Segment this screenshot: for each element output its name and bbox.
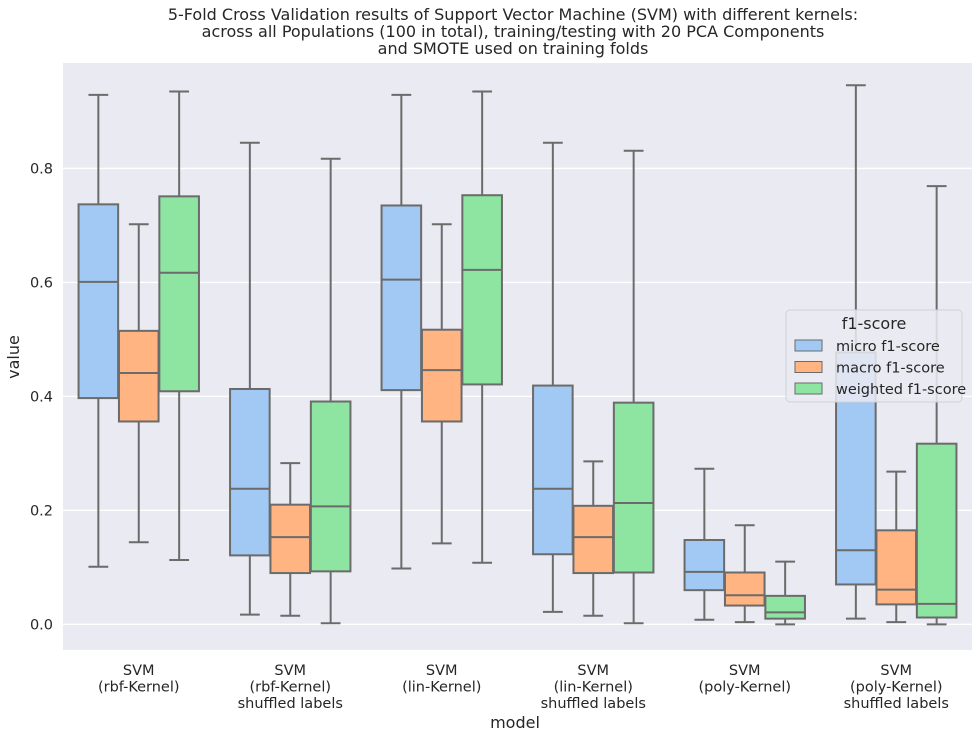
x-tick-label-3: SVM (lin-Kernel) shuffled labels: [541, 663, 646, 712]
box-1: [875, 529, 918, 606]
legend-title: f1-score: [842, 314, 907, 333]
x-tick-label-line: SVM: [577, 663, 609, 679]
box-group-1: [229, 141, 352, 625]
x-tick-label-1: SVM (rbf-Kernel) shuffled labels: [238, 663, 343, 712]
legend-swatch-1: [794, 361, 823, 373]
x-tick-label-line: (lin-Kernel): [402, 680, 481, 696]
box-groups: [77, 84, 958, 626]
y-axis-ticks: 0.0 0.2 0.4 0.6 0.8: [30, 161, 53, 633]
chart-title-line-3: and SMOTE used on training folds: [378, 39, 649, 58]
x-tick-label-line: (rbf-Kernel): [98, 680, 180, 696]
chart-title-line-1: 5-Fold Cross Validation results of Suppo…: [168, 5, 858, 24]
y-tick-label-3: 0.6: [30, 275, 53, 291]
x-tick-label-2: SVM (lin-Kernel): [402, 663, 481, 696]
box-2: [612, 401, 655, 574]
x-tick-label-line: (lin-Kernel): [554, 680, 633, 696]
x-tick-label-line: SVM: [426, 663, 458, 679]
x-axis-ticks: SVM (rbf-Kernel)SVM (rbf-Kernel) shuffled l…: [98, 663, 949, 712]
box-2: [915, 442, 958, 619]
legend-label-0: micro f1-score: [836, 339, 940, 355]
x-tick-label-line: shuffled labels: [541, 696, 646, 712]
legend: f1-score micro f1-score macro f1-score wei…: [785, 309, 966, 403]
box-group-4: [683, 467, 806, 626]
x-tick-label-0: SVM (rbf-Kernel): [98, 663, 180, 696]
box-1: [117, 329, 160, 423]
x-tick-label-line: shuffled labels: [844, 696, 949, 712]
box-group-2: [380, 90, 503, 570]
x-tick-label-line: SVM: [880, 663, 912, 679]
box-group-0: [77, 90, 200, 568]
box-1: [723, 571, 766, 607]
x-tick-label-line: SVM: [274, 663, 306, 679]
legend-frame: [785, 309, 963, 403]
y-tick-label-1: 0.2: [30, 503, 53, 519]
legend-label-2: weighted f1-score: [836, 382, 966, 398]
y-tick-label-2: 0.4: [30, 389, 53, 405]
box-2: [461, 194, 503, 386]
x-tick-label-line: SVM: [123, 663, 155, 679]
box-2: [764, 594, 806, 620]
x-tick-label-4: SVM (poly-Kernel): [698, 663, 791, 696]
x-tick-label-line: SVM: [729, 663, 761, 679]
box-0: [77, 203, 120, 400]
y-tick-label-4: 0.8: [30, 161, 53, 177]
y-tick-label-0: 0.0: [30, 617, 53, 633]
box-1: [269, 503, 312, 575]
legend-entries: micro f1-score macro f1-score weighted f1-…: [794, 339, 966, 398]
box-1: [420, 328, 463, 423]
x-tick-label-line: shuffled labels: [238, 696, 343, 712]
box-group-3: [532, 141, 655, 625]
box-0: [380, 204, 423, 392]
legend-swatch-0: [794, 339, 823, 352]
chart-title-line-2: across all Populations (100 in total), t…: [202, 22, 825, 41]
x-tick-label-line: (poly-Kernel): [850, 680, 943, 696]
box-2: [158, 195, 200, 393]
box-0: [532, 384, 574, 556]
box-2: [309, 400, 352, 573]
box-0: [229, 387, 271, 557]
legend-label-1: macro f1-score: [836, 361, 945, 377]
y-axis-label: value: [4, 335, 23, 379]
x-tick-label-5: SVM (poly-Kernel) shuffled labels: [844, 663, 949, 712]
x-axis-label: model: [490, 713, 540, 732]
x-tick-label-line: (poly-Kernel): [698, 680, 791, 696]
x-tick-label-line: (rbf-Kernel): [249, 680, 331, 696]
chart-title: 5-Fold Cross Validation results of Suppo…: [168, 5, 858, 58]
box-1: [572, 504, 615, 575]
box-0: [683, 539, 726, 592]
legend-swatch-2: [794, 382, 823, 395]
